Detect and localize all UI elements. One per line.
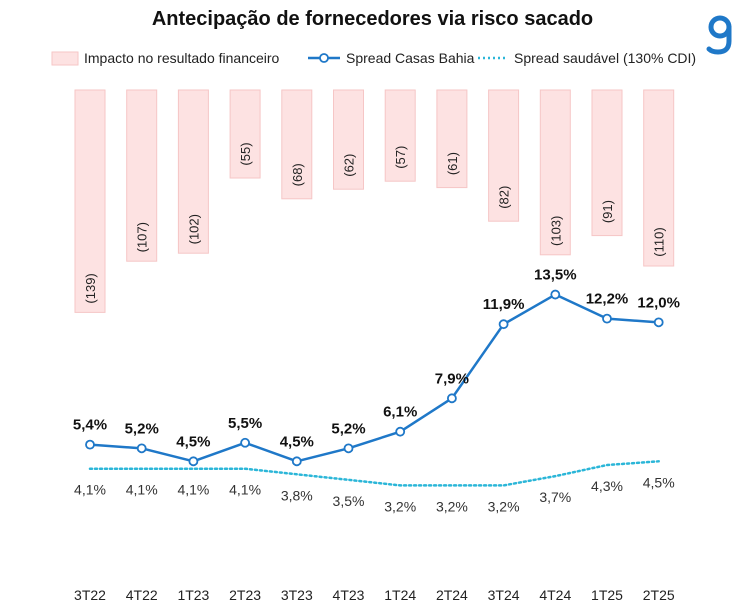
x-tick-4T22: 4T22 xyxy=(126,587,158,603)
bar-3T23 xyxy=(281,89,313,200)
cdi-label-2T24: 3,2% xyxy=(436,498,468,514)
spread-label-3T22: 5,4% xyxy=(73,417,107,434)
spread-label-2T24: 7,9% xyxy=(435,370,469,387)
bar-label-2T25: (110) xyxy=(652,227,667,256)
spread-point-4T22 xyxy=(136,443,147,454)
legend-bar-swatch xyxy=(51,51,79,66)
bar-label-4T22: (107) xyxy=(135,222,150,252)
bar-label-1T25: (91) xyxy=(600,200,615,223)
bar-label-4T23: (62) xyxy=(342,154,357,177)
cdi-label-3T22: 4,1% xyxy=(74,482,106,498)
bar-4T23 xyxy=(333,89,364,190)
bars-layer: (139) (107) (102) (55) (68) (62) (57) (61) (82) (… xyxy=(74,89,675,313)
legend: Impacto no resultado financeiro Spread Ca… xyxy=(51,50,696,66)
x-tick-3T24: 3T24 xyxy=(488,587,520,603)
spread-point-1T24 xyxy=(395,426,406,437)
cdi-label-2T25: 4,5% xyxy=(643,474,675,490)
bar-1T24 xyxy=(384,89,416,182)
x-tick-2T25: 2T25 xyxy=(643,587,675,603)
bar-3T22 xyxy=(74,89,106,313)
legend-cdi-label: Spread saudável (130% CDI) xyxy=(514,50,696,66)
spread-label-4T22: 5,2% xyxy=(125,420,159,437)
cdi-label-4T23: 3,5% xyxy=(333,493,365,509)
spread-label-1T24: 6,1% xyxy=(383,404,417,421)
x-tick-4T23: 4T23 xyxy=(333,587,365,603)
cdi-label-1T23: 4,1% xyxy=(177,482,209,498)
cdi-line xyxy=(88,460,660,487)
x-tick-1T24: 1T24 xyxy=(384,587,416,603)
x-tick-1T23: 1T23 xyxy=(177,587,209,603)
spread-label-4T24: 13,5% xyxy=(534,267,577,284)
bar-2T24 xyxy=(436,89,468,189)
spread-point-3T24 xyxy=(498,319,509,330)
spread-point-4T23 xyxy=(343,443,354,454)
bar-label-2T24: (61) xyxy=(445,152,460,175)
brand-logo-icon xyxy=(706,15,732,55)
bar-3T24 xyxy=(488,89,520,222)
bar-4T22 xyxy=(126,89,158,262)
cdi-label-4T22: 4,1% xyxy=(126,482,158,498)
bar-1T25 xyxy=(591,89,623,237)
bar-label-3T24: (82) xyxy=(497,186,512,209)
spread-label-2T23: 5,5% xyxy=(228,415,262,432)
bar-2T25 xyxy=(643,89,675,267)
spread-point-3T23 xyxy=(291,456,302,467)
cdi-label-3T23: 3,8% xyxy=(281,487,313,503)
x-axis: 3T22 4T22 1T23 2T23 3T23 4T23 1T24 2T24 3T24 4T24… xyxy=(74,587,675,603)
legend-spread-label: Spread Casas Bahia xyxy=(346,50,475,66)
spread-point-4T24 xyxy=(550,289,561,300)
bar-4T24 xyxy=(539,89,571,256)
cdi-label-1T24: 3,2% xyxy=(384,498,416,514)
bar-2T23 xyxy=(229,89,261,179)
spread-label-1T23: 4,5% xyxy=(176,433,210,450)
cdi-label-2T23: 4,1% xyxy=(229,482,261,498)
x-tick-2T24: 2T24 xyxy=(436,587,468,603)
spread-label-4T23: 5,2% xyxy=(331,420,365,437)
spread-label-1T25: 12,2% xyxy=(586,291,629,308)
x-tick-4T24: 4T24 xyxy=(539,587,571,603)
spread-line xyxy=(89,293,659,463)
cdi-label-4T24: 3,7% xyxy=(539,489,571,505)
labels-layer: 5,4% 5,2% 4,5% 5,5% 4,5% 5,2% 6,1% 7,9% 11,9% 13,… xyxy=(73,267,680,515)
bar-label-1T24: (57) xyxy=(393,146,408,169)
spread-point-3T22 xyxy=(85,439,95,450)
lines-layer xyxy=(85,289,664,487)
legend-spread-marker xyxy=(319,53,329,63)
cdi-label-1T25: 4,3% xyxy=(591,478,623,494)
legend-bar-label: Impacto no resultado financeiro xyxy=(84,50,280,66)
bar-label-2T23: (55) xyxy=(238,142,253,165)
x-tick-3T23: 3T23 xyxy=(281,587,313,603)
bar-label-3T23: (68) xyxy=(290,163,305,186)
spread-point-1T25 xyxy=(602,313,612,324)
bar-label-3T22: (139) xyxy=(83,273,98,303)
spread-point-1T23 xyxy=(188,456,199,467)
cdi-label-3T24: 3,2% xyxy=(488,498,520,514)
x-tick-2T23: 2T23 xyxy=(229,587,261,603)
spread-label-3T24: 11,9% xyxy=(483,296,525,313)
spread-point-2T23 xyxy=(240,437,251,448)
chart-title: Antecipação de fornecedores via risco sa… xyxy=(151,8,594,30)
x-tick-3T22: 3T22 xyxy=(74,587,106,603)
bar-label-1T23: (102) xyxy=(186,214,201,244)
bar-label-4T24: (103) xyxy=(548,216,563,246)
spread-label-2T25: 12,0% xyxy=(637,294,680,311)
spread-point-2T25 xyxy=(653,317,664,328)
spread-point-2T24 xyxy=(446,393,457,404)
spread-label-3T23: 4,5% xyxy=(280,433,314,450)
x-tick-1T25: 1T25 xyxy=(591,587,623,603)
bar-1T23 xyxy=(177,89,209,254)
